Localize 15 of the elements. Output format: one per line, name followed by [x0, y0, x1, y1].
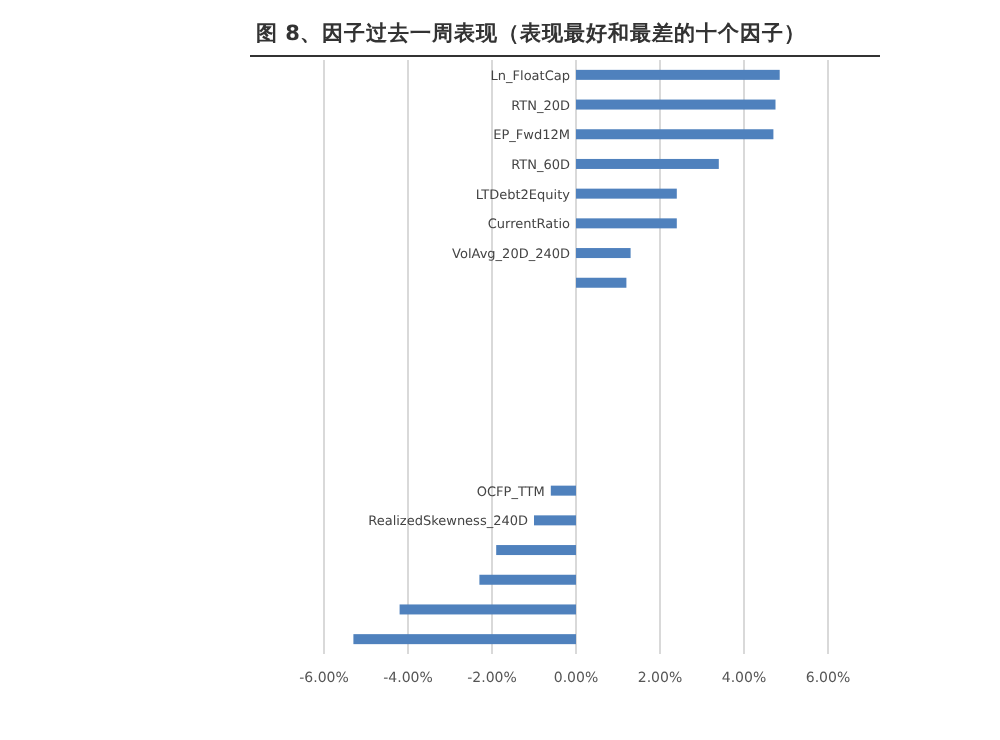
chart-title: 图 8、因子过去一周表现（表现最好和最差的十个因子）: [256, 20, 806, 46]
bar: [550, 485, 576, 496]
bar: [534, 515, 576, 526]
bar: [576, 69, 780, 80]
bar: [576, 277, 627, 288]
bar: [576, 218, 677, 229]
bar: [479, 574, 576, 585]
bar: [576, 99, 776, 110]
bar: [576, 158, 719, 169]
bar: [576, 129, 774, 140]
bar: [399, 604, 576, 615]
bar: [353, 634, 576, 645]
bar: [576, 248, 631, 259]
bar: [576, 188, 677, 199]
bar: [496, 545, 576, 556]
